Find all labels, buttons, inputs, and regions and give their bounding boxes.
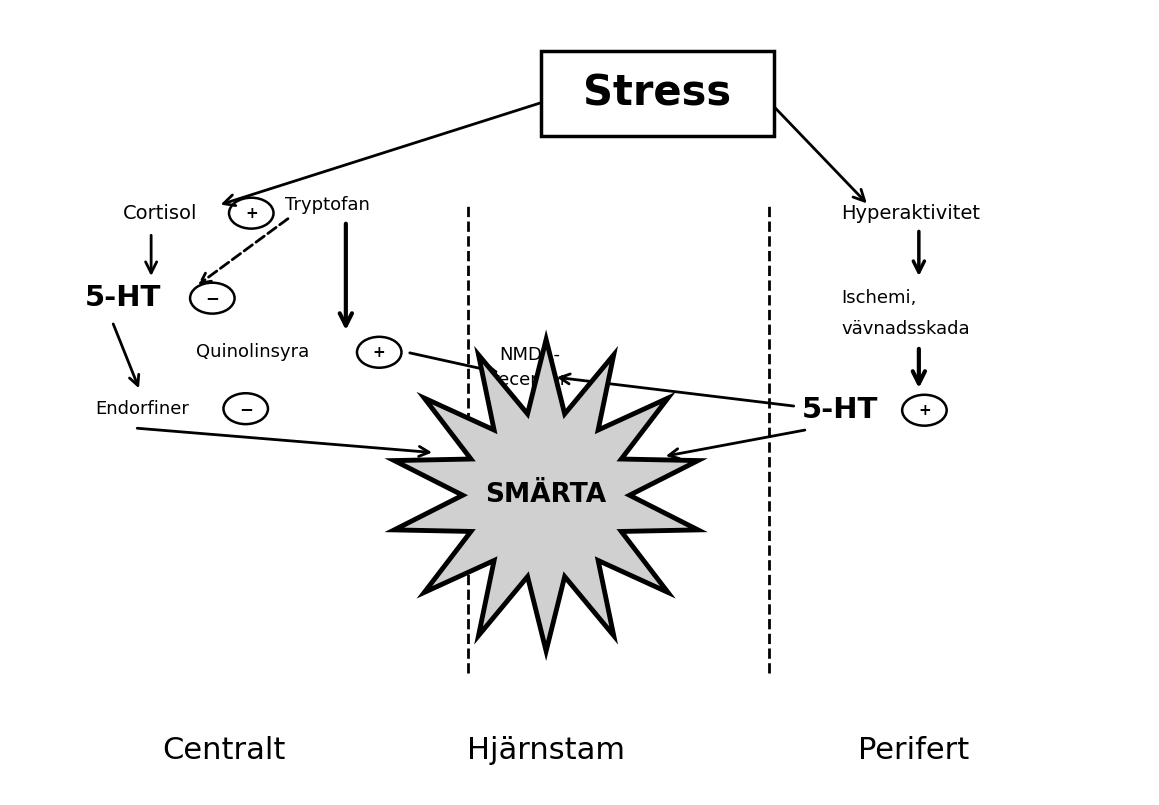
Text: Stress: Stress	[583, 72, 731, 114]
Text: vävnadsskada: vävnadsskada	[841, 320, 970, 338]
Text: +: +	[245, 205, 257, 221]
Text: Cortisol: Cortisol	[123, 204, 198, 223]
Text: NMDA-
receptor: NMDA- receptor	[491, 346, 568, 390]
Text: Quinolinsyra: Quinolinsyra	[196, 343, 309, 361]
Text: SMÄRTA: SMÄRTA	[486, 482, 606, 508]
Text: −: −	[239, 399, 253, 418]
Text: +: +	[373, 345, 386, 360]
Text: +: +	[918, 402, 931, 418]
Text: Hyperaktivitet: Hyperaktivitet	[841, 204, 981, 223]
Text: Perifert: Perifert	[858, 736, 969, 765]
Text: 5-HT: 5-HT	[802, 396, 879, 424]
Text: Ischemi,: Ischemi,	[841, 289, 917, 308]
Text: Tryptofan: Tryptofan	[285, 196, 370, 214]
Text: Endorfiner: Endorfiner	[95, 399, 189, 418]
FancyBboxPatch shape	[540, 51, 774, 136]
Text: Hjärnstam: Hjärnstam	[467, 736, 625, 765]
Text: −: −	[205, 289, 219, 308]
Text: Centralt: Centralt	[162, 736, 285, 765]
Polygon shape	[394, 340, 698, 651]
Text: 5-HT: 5-HT	[85, 284, 161, 312]
